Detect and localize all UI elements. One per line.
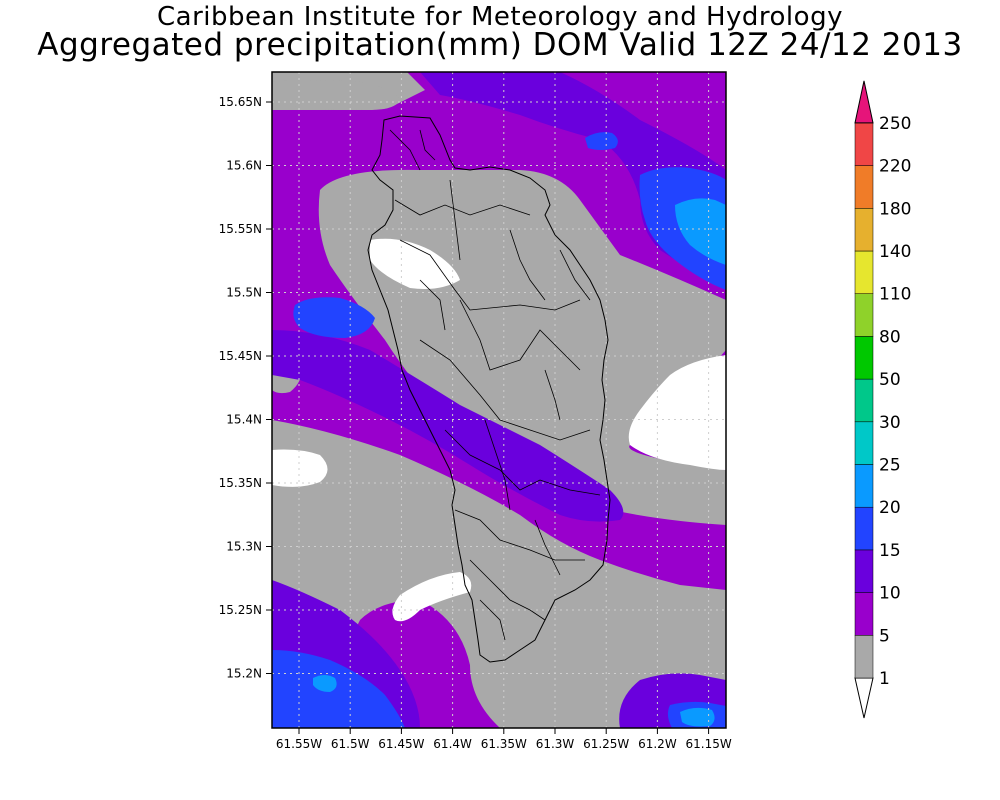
colorbar-label: 5 (879, 626, 890, 646)
colorbar-lower-arrow (854, 677, 874, 719)
lon-tick-label: 61.3W (536, 737, 575, 751)
colorbar-swatch (854, 635, 874, 679)
white-area (370, 238, 460, 289)
colorbar-upper-arrow (854, 80, 874, 124)
colorbar-label: 30 (879, 413, 901, 433)
gray-band (272, 420, 726, 728)
lat-tick-label: 15.4N (226, 413, 262, 427)
colorbar-label: 250 (879, 114, 911, 134)
map-frame (271, 71, 727, 729)
colorbar-label: 10 (879, 584, 901, 604)
blue-band (585, 132, 618, 150)
colorbar-swatch (854, 336, 874, 380)
longitude-axis: 61.55W 61.5W 61.45W 61.4W 61.35W 61.3W 61.25W 6… (276, 728, 732, 751)
chart-subtitle: Aggregated precipitation(mm) DOM Valid 1… (37, 27, 963, 63)
lon-tick-label: 61.45W (378, 737, 424, 751)
lat-tick-label: 15.45N (219, 349, 262, 363)
colorbar-label: 1 (879, 669, 890, 689)
light-blue-band (675, 198, 726, 265)
lon-tick-label: 61.15W (685, 737, 731, 751)
blue-violet-band (420, 72, 726, 290)
latitude-axis: 15.65N 15.6N 15.55N 15.5N 15.45N 15.4N 15.35N 1… (219, 95, 272, 681)
lat-tick-label: 15.65N (219, 95, 262, 109)
lat-tick-label: 15.6N (226, 159, 262, 173)
colorbar-label: 180 (879, 199, 911, 219)
lon-tick-label: 61.55W (276, 737, 322, 751)
lat-tick-label: 15.5N (226, 286, 262, 300)
colorbar-label: 50 (879, 370, 901, 390)
colorbar-swatch (854, 464, 874, 508)
lat-tick-label: 15.2N (226, 667, 262, 681)
lon-tick-label: 61.5W (331, 737, 370, 751)
colorbar-label: 220 (879, 157, 911, 177)
colorbar-swatch (854, 208, 874, 252)
lon-tick-label: 61.2W (638, 737, 677, 751)
colorbar-swatch (854, 592, 874, 636)
map-area (272, 72, 726, 728)
white-area (628, 355, 726, 470)
colorbar-swatch (854, 293, 874, 337)
lat-tick-label: 15.3N (226, 540, 262, 554)
island-outline (367, 115, 611, 663)
colorbar-label: 15 (879, 541, 901, 561)
blue-violet-band (272, 330, 624, 522)
watershed-boundaries (389, 129, 601, 641)
colorbar-swatch (854, 421, 874, 465)
lon-tick-label: 61.4W (433, 737, 472, 751)
blue-band (293, 297, 375, 338)
colorbar-label: 80 (879, 327, 901, 347)
lat-tick-label: 15.25N (219, 603, 262, 617)
lon-tick-label: 61.35W (481, 737, 527, 751)
colorbar-swatch (854, 378, 874, 423)
colorbar-swatch (854, 506, 874, 551)
grid-lines (272, 72, 726, 728)
colorbar-label: 140 (879, 242, 911, 262)
white-area (272, 449, 328, 487)
colorbar-label: 25 (879, 456, 901, 476)
colorbar-label: 110 (879, 285, 911, 305)
light-blue-band (680, 707, 715, 727)
chart-title: Caribbean Institute for Meteorology and … (157, 2, 843, 32)
lat-tick-label: 15.55N (219, 222, 262, 236)
colorbar-swatch (854, 250, 874, 294)
lon-tick-label: 61.25W (583, 737, 629, 751)
colorbar-swatch (854, 122, 874, 166)
colorbar-label: 20 (879, 498, 901, 518)
blue-band (272, 650, 405, 728)
colorbar-swatch (854, 165, 874, 209)
white-area (392, 572, 472, 622)
lat-tick-label: 15.35N (219, 476, 262, 490)
light-blue-band (313, 675, 337, 692)
colorbar-swatch (854, 549, 874, 593)
